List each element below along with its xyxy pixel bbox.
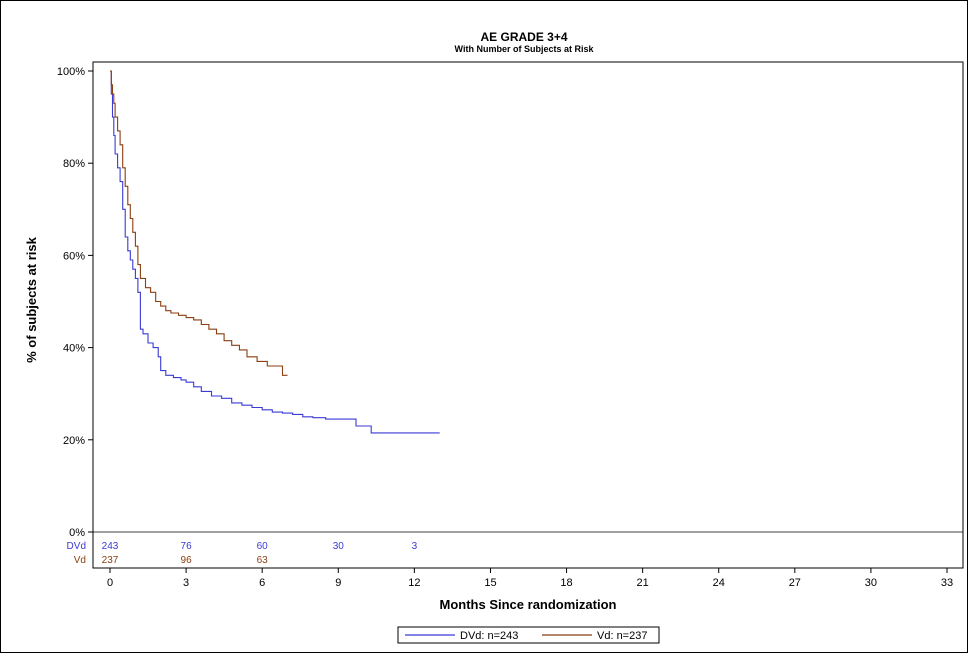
at-risk-count: 60 xyxy=(257,541,269,552)
legend: DVd: n=243 Vd: n=237 xyxy=(397,626,660,644)
x-tick-label: 18 xyxy=(560,577,572,589)
legend-label: Vd: n=237 xyxy=(597,630,647,642)
x-tick-label: 3 xyxy=(183,577,189,589)
x-tick-label: 27 xyxy=(789,577,801,589)
series-layer xyxy=(110,70,440,434)
y-tick-label: 0% xyxy=(69,527,85,539)
x-tick-label: 0 xyxy=(107,577,113,589)
at-risk-count: 63 xyxy=(257,555,269,566)
x-tick-label: 33 xyxy=(941,577,953,589)
at-risk-count: 237 xyxy=(102,555,119,566)
at-risk-table: DVd 243 76 60 30 3 Vd 237 96 63 xyxy=(67,541,418,566)
x-axis-label: Months Since randomization xyxy=(440,597,617,612)
y-tick-label: 40% xyxy=(63,343,85,355)
at-risk-count: 243 xyxy=(102,541,119,552)
x-tick-label: 12 xyxy=(408,577,420,589)
at-risk-row-label: Vd xyxy=(74,555,86,566)
at-risk-count: 76 xyxy=(181,541,193,552)
legend-box xyxy=(397,626,660,644)
y-tick-label: 60% xyxy=(63,250,85,262)
x-tick-label: 15 xyxy=(484,577,496,589)
series-line xyxy=(110,70,288,376)
at-risk-count: 96 xyxy=(181,555,193,566)
y-tick-label: 100% xyxy=(57,66,85,78)
x-tick-label: 9 xyxy=(335,577,341,589)
chart-subtitle: With Number of Subjects at Risk xyxy=(455,44,595,54)
x-tick-label: 21 xyxy=(637,577,649,589)
x-tick-label: 24 xyxy=(713,577,725,589)
plot-area-frame xyxy=(92,61,964,569)
x-axis: 0 3 6 9 12 15 18 21 24 27 30 33 xyxy=(107,568,953,589)
y-tick-label: 20% xyxy=(63,435,85,447)
x-tick-label: 6 xyxy=(259,577,265,589)
at-risk-row-label: DVd xyxy=(67,541,86,552)
at-risk-count: 30 xyxy=(333,541,345,552)
y-axis-label: % of subjects at risk xyxy=(24,236,39,362)
series-line xyxy=(110,70,440,434)
legend-label: DVd: n=243 xyxy=(460,630,518,642)
y-tick-label: 80% xyxy=(63,158,85,170)
x-tick-label: 30 xyxy=(865,577,877,589)
chart-title: AE GRADE 3+4 xyxy=(480,30,567,44)
at-risk-count: 3 xyxy=(412,541,418,552)
y-axis: 0% 20% 40% 60% 80% 100% xyxy=(57,66,93,539)
